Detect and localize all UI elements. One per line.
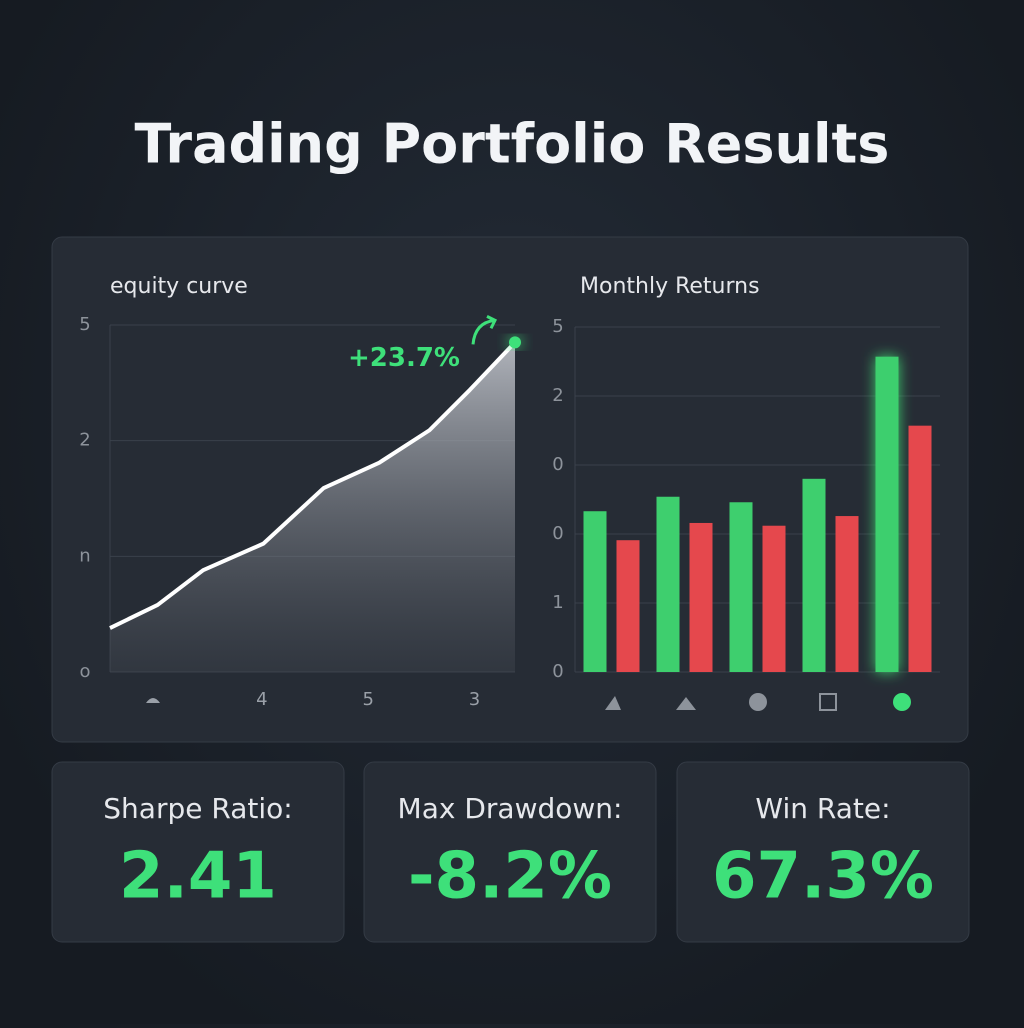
equity-line [109,340,517,630]
y-tick-label: 5 [79,314,90,335]
stat-value: 67.3% [712,840,934,914]
bar [802,478,826,672]
stat-card [51,761,345,943]
stat-card [363,761,657,943]
x-tick-label: 5 [362,689,373,710]
y-tick-label: 0 [552,454,563,475]
annotation-arrow [471,315,498,345]
stat-card [676,761,970,943]
y-tick-label: n [79,545,90,566]
y-tick-label: 2 [552,385,563,406]
stat-cards: Sharpe Ratio: 2.41 Max Drawdown: -8.2% Win R… [51,761,970,943]
y-tick-label: 5 [552,316,563,337]
icon [819,693,837,711]
bar [583,511,607,672]
x-tick-label: 3 [469,689,480,710]
stat-value: 2.41 [119,840,277,914]
bar [835,516,859,672]
x-icon [146,698,160,703]
end-glow [509,336,521,349]
bar [729,502,753,672]
bar [908,425,932,672]
x-tick-label: 4 [256,689,267,710]
y-tick-label: 1 [552,592,563,613]
bar [762,525,786,672]
icon [893,693,911,711]
stat-label: Sharpe Ratio: [103,792,292,825]
page-title: Trading Portfolio Results [135,113,890,176]
icon [676,697,696,710]
bar [689,522,713,672]
bar [616,540,640,672]
bar [875,356,899,672]
stat-value: -8.2% [408,840,612,914]
chart-title: equity curve [110,274,248,299]
chart-title: Monthly Returns [580,274,760,299]
stat-label: Max Drawdown: [398,792,623,825]
y-tick-label: 2 [79,430,90,451]
category-icons [605,693,911,711]
y-tick-label: 0 [552,661,563,682]
area [110,342,515,672]
bar [656,496,680,672]
stat-label: Win Rate: [755,792,890,825]
y-tick-label: o [79,661,90,682]
icon [749,693,767,711]
annotation: +23.7% [348,343,460,373]
y-tick-label: 0 [552,523,563,544]
icon [605,696,621,710]
